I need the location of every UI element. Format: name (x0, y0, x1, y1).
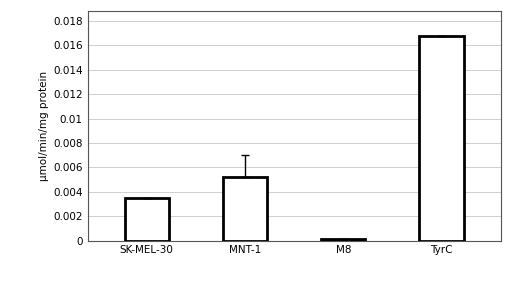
Bar (124, 198, 169, 241)
Bar (420, 36, 464, 241)
Y-axis label: μmol/min/mg protein: μmol/min/mg protein (39, 71, 49, 181)
Bar (321, 239, 365, 241)
Bar (223, 177, 267, 241)
